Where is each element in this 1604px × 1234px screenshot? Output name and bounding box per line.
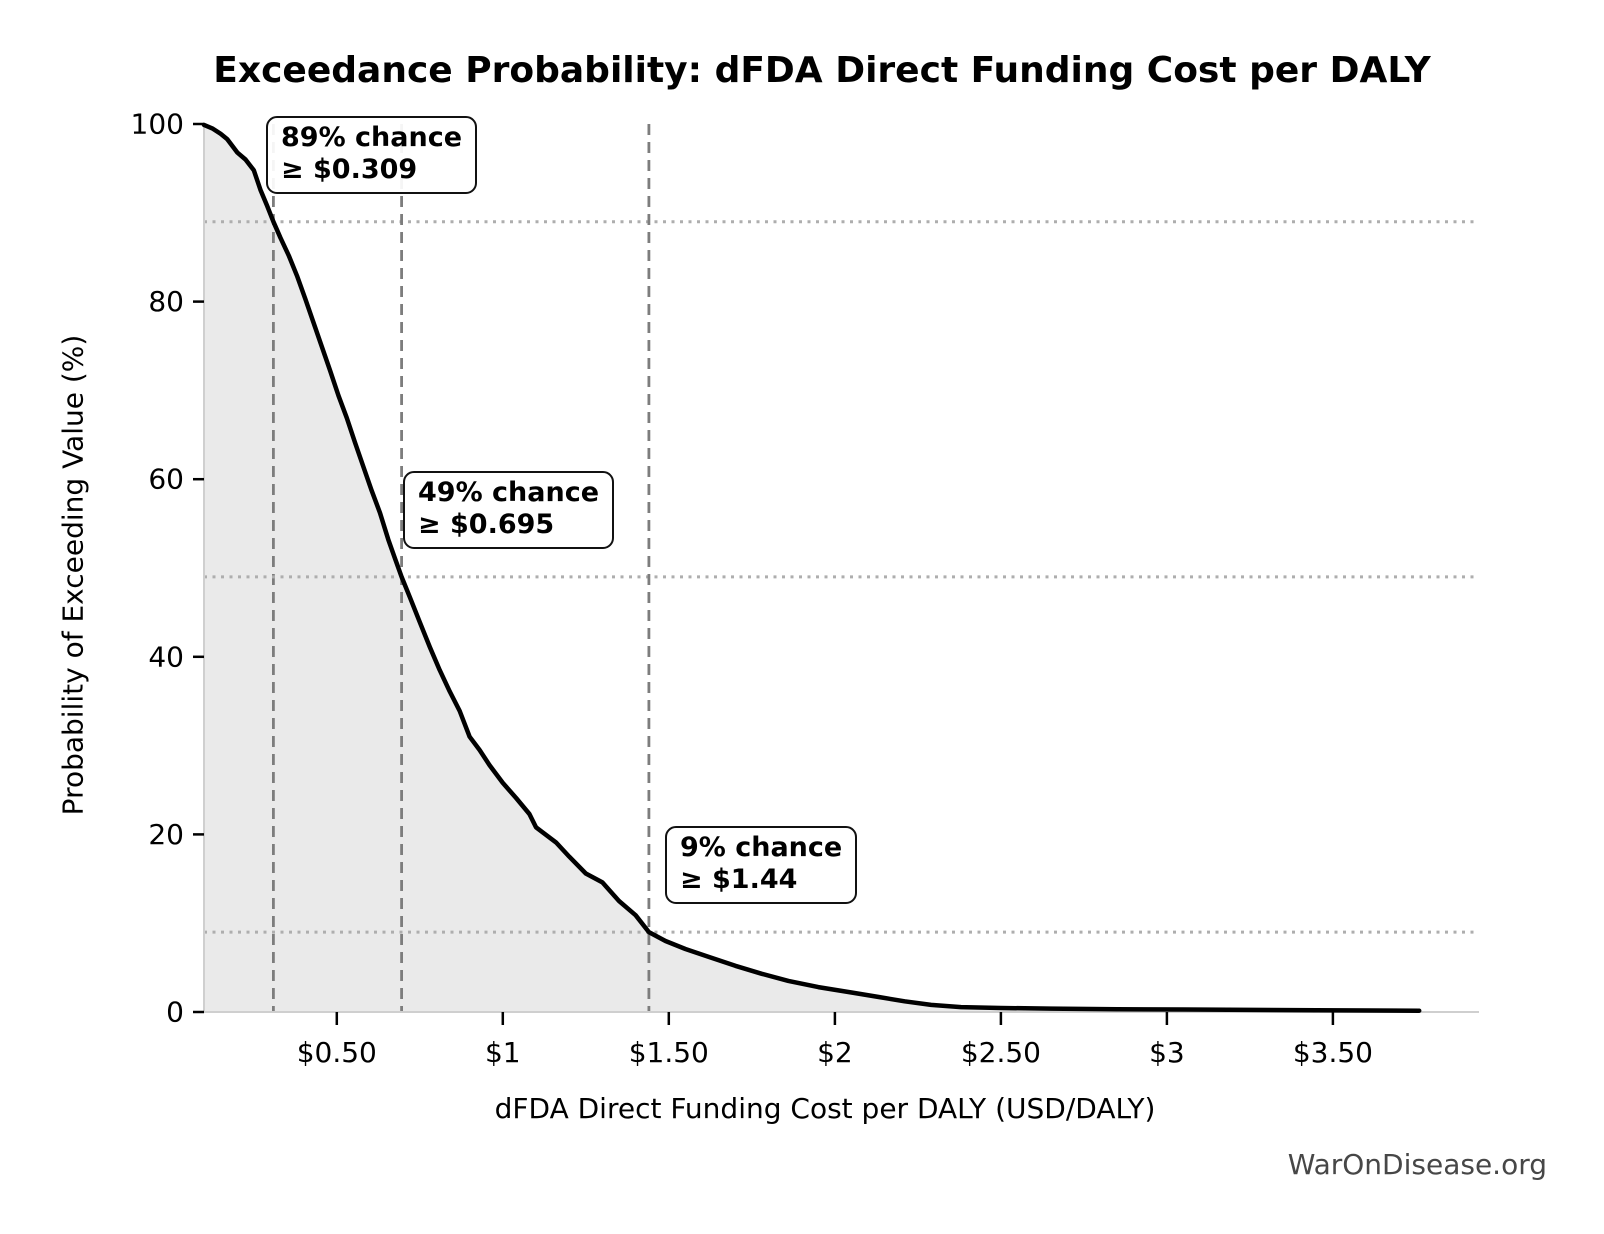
y-tick-label-40: 40 — [148, 640, 184, 673]
annotation-49-percent: 49% chance ≥ $0.695 — [403, 471, 615, 549]
annotation-prob-text: 49% chance — [418, 477, 600, 508]
y-tick-label-0: 0 — [166, 996, 184, 1029]
chart-title: Exceedance Probability: dFDA Direct Fund… — [213, 50, 1431, 91]
x-tick-label-$2.50: $2.50 — [961, 1036, 1041, 1069]
annotation-89-percent: 89% chance ≥ $0.309 — [266, 116, 478, 194]
y-tick-label-60: 60 — [148, 463, 184, 496]
x-tick-label-$1.50: $1.50 — [629, 1036, 709, 1069]
annotation-9-percent: 9% chance ≥ $1.44 — [665, 826, 858, 904]
exceedance-curve — [201, 122, 1422, 1013]
y-tick-label-80: 80 — [148, 285, 184, 318]
watermark-link[interactable]: WarOnDisease.org — [1287, 1148, 1547, 1181]
annotation-value-text: ≥ $0.695 — [418, 508, 555, 540]
annotation-prob-text: 89% chance — [281, 122, 463, 153]
x-tick-label-$3: $3 — [1149, 1036, 1185, 1069]
annotation-value-text: ≥ $0.309 — [281, 153, 418, 185]
x-tick-label-$0.50: $0.50 — [297, 1036, 377, 1069]
x-axis-label: dFDA Direct Funding Cost per DALY (USD/D… — [494, 1092, 1156, 1125]
annotation-value-text: ≥ $1.44 — [680, 863, 798, 895]
x-tick-label-$3.50: $3.50 — [1293, 1036, 1373, 1069]
x-tick-label-$2: $2 — [817, 1036, 853, 1069]
y-tick-label-20: 20 — [148, 818, 184, 851]
annotation-prob-text: 9% chance — [680, 832, 843, 863]
x-tick-label-$1: $1 — [485, 1036, 521, 1069]
y-tick-label-100: 100 — [131, 108, 184, 141]
